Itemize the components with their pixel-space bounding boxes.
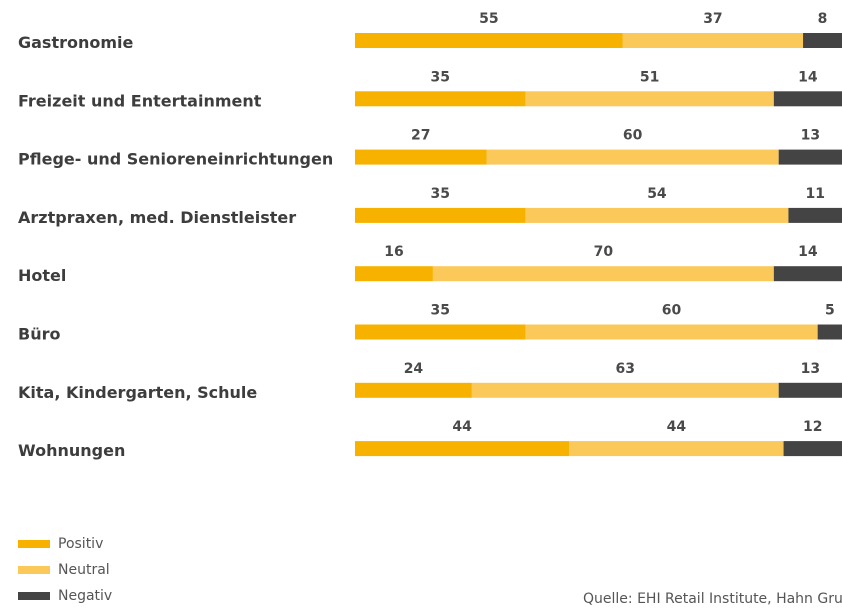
value-label-negativ-pflege-und-senioreneinrichtungen: 13 [801,128,820,144]
source-note: Quelle: EHI Retail Institute, Hahn Grupp… [583,591,842,607]
value-label-positiv-gastronomie: 55 [479,11,498,27]
value-label-negativ-kita-kindergarten-schule: 13 [801,361,820,377]
bar-neutral-wohnungen [569,441,784,457]
bar-positiv-gastronomie [355,33,623,48]
category-label-b-ro: Büro [18,325,60,344]
bar-neutral-arztpraxen-med-dienstleister [525,207,789,223]
value-label-negativ-hotel: 14 [798,244,818,260]
category-label-freizeit-und-entertainment: Freizeit und Entertainment [18,91,262,110]
bar-negativ-gastronomie [803,33,842,48]
category-label-hotel: Hotel [18,266,66,285]
value-label-positiv-arztpraxen-med-dienstleister: 35 [430,186,449,202]
value-label-neutral-gastronomie: 37 [703,11,722,27]
stacked-bar-chart: Gastronomie 55 37 8 Freizeit und Entertainme… [18,11,842,460]
value-label-neutral-kita-kindergarten-schule: 63 [616,361,635,377]
bar-positiv-pflege-und-senioreneinrichtungen [355,149,487,165]
legend-label-negativ: Negativ [58,588,113,604]
bar-neutral-hotel [432,266,774,282]
bar-positiv-arztpraxen-med-dienstleister [355,207,526,223]
bar-negativ-arztpraxen-med-dienstleister [788,207,842,223]
value-label-negativ-gastronomie: 8 [818,11,828,27]
bar-negativ-kita-kindergarten-schule [778,382,842,398]
bar-negativ-hotel [773,266,842,282]
value-label-negativ-freizeit-und-entertainment: 14 [798,69,818,85]
value-label-negativ-arztpraxen-med-dienstleister: 11 [805,186,824,202]
legend-item-positiv: Positiv [18,531,112,557]
value-label-positiv-wohnungen: 44 [452,419,472,435]
legend-swatch-neutral [18,566,50,574]
value-label-neutral-wohnungen: 44 [667,419,687,435]
bar-positiv-freizeit-und-entertainment [355,91,526,107]
bar-negativ-wohnungen [783,441,842,457]
bar-positiv-hotel [355,266,433,282]
value-label-negativ-wohnungen: 12 [803,419,822,435]
value-label-neutral-hotel: 70 [594,244,614,260]
bar-neutral-b-ro [525,324,818,340]
value-label-neutral-freizeit-und-entertainment: 51 [640,69,659,85]
value-label-neutral-b-ro: 60 [662,303,682,319]
legend-swatch-positiv [18,540,50,548]
bar-positiv-wohnungen [355,441,570,457]
bar-positiv-kita-kindergarten-schule [355,382,472,398]
bar-neutral-gastronomie [622,33,804,48]
legend: Positiv Neutral Negativ [18,531,112,609]
bar-neutral-pflege-und-senioreneinrichtungen [486,149,779,165]
bar-neutral-freizeit-und-entertainment [525,91,774,107]
bar-negativ-b-ro [817,324,842,340]
category-label-wohnungen: Wohnungen [18,441,125,460]
value-label-positiv-pflege-und-senioreneinrichtungen: 27 [411,128,430,144]
legend-item-neutral: Neutral [18,557,112,583]
category-label-arztpraxen-med-dienstleister: Arztpraxen, med. Dienstleister [18,208,296,227]
bar-neutral-kita-kindergarten-schule [471,382,779,398]
value-label-positiv-b-ro: 35 [430,303,449,319]
value-label-neutral-pflege-und-senioreneinrichtungen: 60 [623,128,643,144]
category-label-gastronomie: Gastronomie [18,33,134,52]
bar-negativ-pflege-und-senioreneinrichtungen [778,149,842,165]
value-label-positiv-freizeit-und-entertainment: 35 [430,69,449,85]
legend-item-negativ: Negativ [18,583,112,609]
legend-swatch-negativ [18,592,50,600]
value-label-negativ-b-ro: 5 [825,303,835,319]
legend-label-positiv: Positiv [58,536,104,552]
legend-label-neutral: Neutral [58,562,110,578]
value-label-positiv-hotel: 16 [384,244,403,260]
value-label-positiv-kita-kindergarten-schule: 24 [404,361,424,377]
bar-positiv-b-ro [355,324,526,340]
bar-negativ-freizeit-und-entertainment [773,91,842,107]
category-label-kita-kindergarten-schule: Kita, Kindergarten, Schule [18,383,257,402]
category-label-pflege-und-senioreneinrichtungen: Pflege- und Senioreneinrichtungen [18,150,333,169]
value-label-neutral-arztpraxen-med-dienstleister: 54 [647,186,667,202]
